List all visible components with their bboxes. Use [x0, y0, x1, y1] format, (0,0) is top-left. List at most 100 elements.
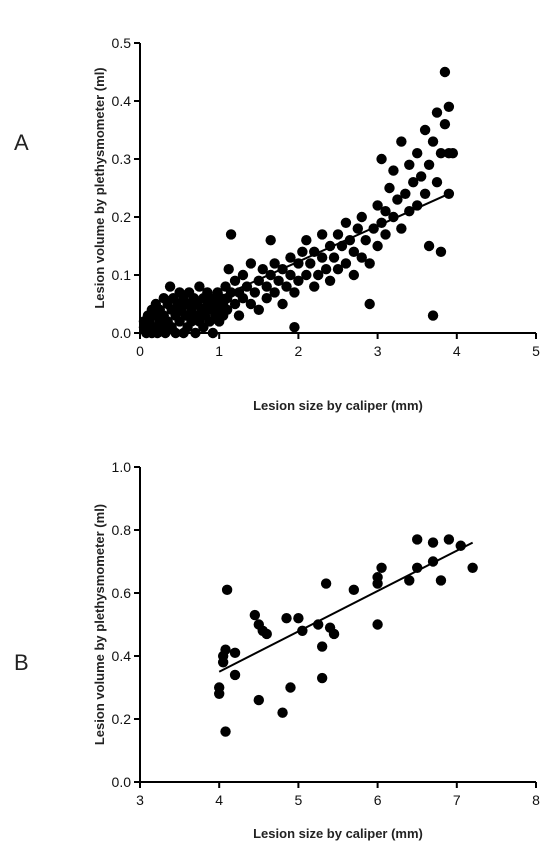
y-tick-label: 0.5	[112, 35, 132, 51]
data-point	[261, 628, 272, 640]
data-point	[249, 287, 261, 298]
chart-b: 0.0 0.2 0.4 0.6 0.8 1.0 3 4 5 6 7 8 Lesion size by c…	[92, 459, 540, 841]
y-tick-label: 0.2	[112, 711, 132, 727]
data-point	[285, 269, 296, 281]
data-point	[320, 578, 332, 589]
data-point	[427, 537, 439, 548]
x-tick-label: 7	[453, 792, 461, 808]
data-point	[364, 298, 375, 310]
data-point	[261, 281, 272, 292]
data-point	[439, 66, 451, 78]
data-point	[380, 229, 391, 240]
data-point	[443, 101, 455, 113]
y-tick-label: 1.0	[112, 459, 132, 475]
y-tick-label: 0.2	[112, 209, 132, 225]
data-point	[316, 252, 328, 263]
data-point	[372, 619, 383, 630]
data-point	[419, 124, 431, 136]
data-point	[372, 240, 383, 252]
y-tick-label: 0.1	[112, 267, 132, 283]
data-point	[372, 200, 383, 211]
data-point	[221, 584, 233, 596]
regression-line	[139, 192, 450, 334]
data-point	[305, 258, 316, 269]
x-tick-label: 1	[215, 343, 223, 359]
data-point	[170, 327, 181, 339]
data-point	[376, 562, 387, 573]
x-axis-title: Lesion size by caliper (mm)	[253, 826, 423, 841]
x-tick-label: 3	[374, 343, 382, 359]
data-point	[269, 258, 280, 269]
data-point	[289, 322, 300, 333]
data-point	[439, 119, 451, 130]
data-point	[384, 182, 395, 194]
data-point	[316, 229, 328, 240]
data-point	[269, 287, 280, 298]
data-point	[277, 707, 288, 718]
data-point	[194, 281, 205, 292]
regression-line	[218, 541, 474, 673]
data-point	[281, 613, 292, 624]
data-point	[443, 534, 455, 545]
data-point	[435, 575, 447, 586]
data-point	[289, 287, 300, 298]
data-point	[328, 252, 340, 263]
data-point	[293, 613, 304, 624]
data-point	[313, 269, 324, 281]
data-point	[404, 575, 415, 586]
data-point	[340, 258, 352, 269]
data-point	[376, 153, 387, 165]
data-point	[257, 264, 268, 275]
data-point	[423, 159, 435, 170]
data-point	[293, 275, 304, 286]
data-point	[332, 229, 344, 240]
y-tick-label: 0.0	[112, 774, 132, 790]
data-point	[328, 628, 340, 640]
x-tick-label: 5	[532, 343, 540, 359]
data-point	[392, 194, 403, 205]
data-point	[301, 235, 312, 246]
data-point	[309, 281, 320, 292]
data-point	[360, 235, 371, 246]
data-point	[435, 246, 447, 257]
data-point	[220, 644, 231, 655]
data-point	[229, 647, 241, 659]
panel-label-a: A	[14, 130, 29, 155]
x-tick-label: 3	[136, 792, 144, 808]
data-point	[404, 159, 415, 170]
y-tick-label: 0.0	[112, 325, 132, 341]
data-point	[415, 171, 427, 182]
data-point	[164, 281, 176, 292]
y-tick-label: 0.4	[112, 648, 132, 664]
data-point	[316, 641, 328, 652]
x-tick-label: 8	[532, 792, 540, 808]
data-point	[356, 211, 367, 223]
x-tick-label: 6	[374, 792, 382, 808]
data-point	[316, 672, 328, 684]
data-point	[217, 657, 229, 668]
data-point	[388, 165, 399, 176]
data-point	[261, 293, 272, 304]
data-point	[265, 235, 276, 246]
data-point	[253, 304, 264, 315]
data-point	[207, 327, 219, 339]
data-point	[253, 694, 264, 706]
x-tick-label: 2	[295, 343, 303, 359]
data-point	[380, 206, 391, 217]
data-point	[237, 269, 249, 281]
data-point	[233, 310, 245, 321]
data-point	[225, 229, 237, 240]
y-axis-title: Lesion volume by plethysmometer (ml)	[92, 67, 107, 308]
data-point	[372, 572, 383, 583]
data-point	[214, 682, 225, 693]
data-point	[285, 252, 296, 263]
data-point	[431, 177, 443, 188]
data-point	[237, 293, 249, 304]
data-point	[467, 562, 478, 573]
data-point	[447, 148, 459, 159]
data-point	[412, 534, 423, 545]
data-point	[297, 246, 308, 257]
y-axis-title: Lesion volume by plethysmometer (ml)	[92, 504, 107, 745]
data-point	[223, 264, 234, 275]
